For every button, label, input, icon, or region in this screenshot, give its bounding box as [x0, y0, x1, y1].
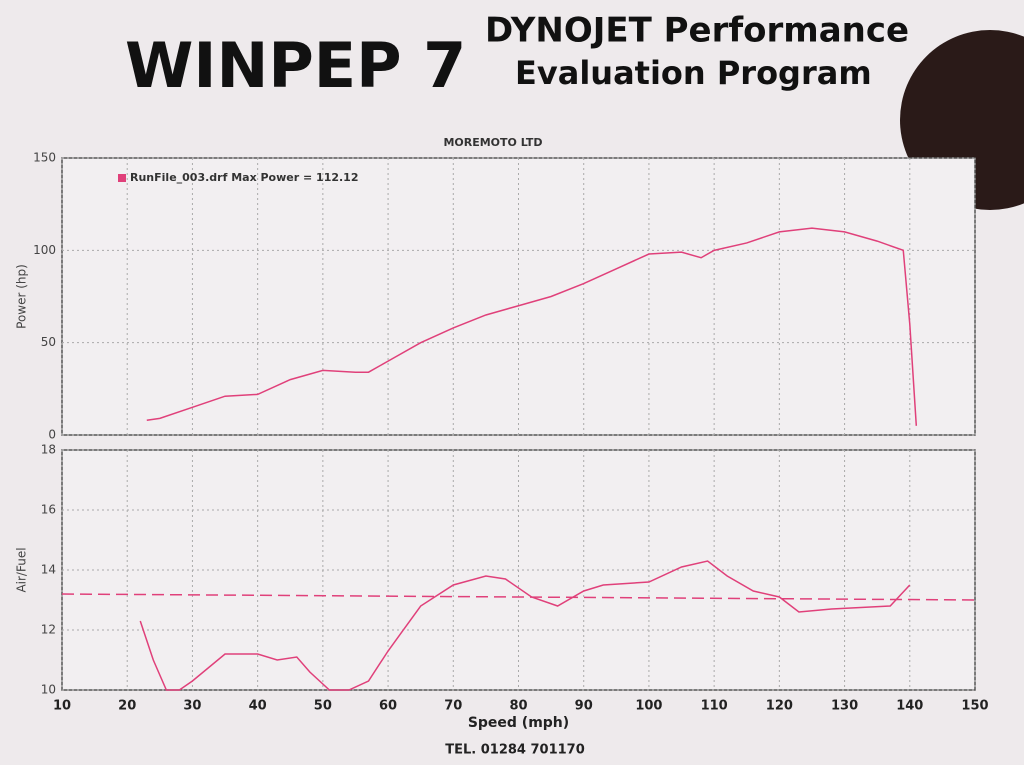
- y-tick-label: 50: [41, 335, 56, 349]
- x-tick-label: 60: [379, 699, 397, 714]
- x-tick-label: 70: [444, 699, 462, 714]
- y-tick-label: 18: [41, 443, 56, 457]
- y-tick-label: 0: [48, 428, 56, 442]
- y-axis-label: Air/Fuel: [15, 547, 29, 592]
- x-tick-label: 120: [766, 699, 793, 714]
- x-tick-label: 30: [183, 699, 201, 714]
- y-tick-label: 100: [33, 243, 56, 257]
- x-axis-label: Speed (mph): [468, 715, 569, 731]
- x-tick-label: 90: [575, 699, 593, 714]
- header-title: DYNOJET Performance: [485, 11, 909, 51]
- y-tick-label: 14: [41, 563, 56, 577]
- company: MOREMOTO LTD: [443, 136, 542, 149]
- y-tick-label: 16: [41, 503, 56, 517]
- y-tick-label: 150: [33, 151, 56, 165]
- phone: TEL. 01284 701170: [445, 743, 585, 758]
- data-line: [61, 593, 976, 601]
- brand-logo: WINPEP 7: [125, 29, 466, 102]
- y-tick-label: 10: [41, 683, 56, 697]
- legend-swatch: [118, 174, 126, 182]
- x-tick-label: 40: [249, 699, 267, 714]
- x-tick-label: 130: [831, 699, 858, 714]
- data-line: [146, 227, 918, 426]
- x-tick-label: 80: [509, 699, 527, 714]
- x-tick-label: 140: [896, 699, 923, 714]
- x-tick-label: 150: [961, 699, 988, 714]
- header-title: Evaluation Program: [515, 54, 872, 92]
- y-axis-label: Power (hp): [15, 264, 29, 329]
- y-tick-label: 12: [41, 623, 56, 637]
- x-tick-label: 50: [314, 699, 332, 714]
- x-tick-label: 20: [118, 699, 136, 714]
- x-tick-label: 100: [635, 699, 662, 714]
- x-tick-label: 110: [701, 699, 728, 714]
- legend-label: RunFile_003.drf Max Power = 112.12: [130, 171, 359, 184]
- data-line: [139, 560, 911, 691]
- x-tick-label: 10: [53, 699, 71, 714]
